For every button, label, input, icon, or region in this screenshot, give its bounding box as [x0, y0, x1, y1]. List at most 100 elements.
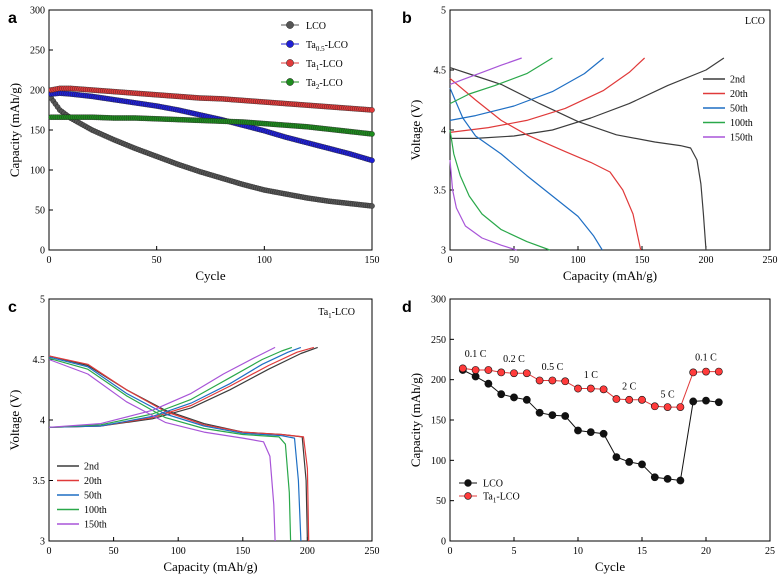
data-point — [689, 397, 698, 406]
data-point — [369, 131, 375, 137]
legend-label-base: Ta — [483, 492, 493, 503]
panel-letter: c — [8, 299, 17, 316]
discharge-curve-2nd — [449, 67, 707, 251]
plot-frame — [449, 298, 771, 542]
legend-label: LCO — [483, 479, 503, 490]
legend-label: 50th — [84, 491, 102, 502]
data-point — [663, 474, 672, 483]
legend-label: 150th — [84, 520, 107, 531]
panel-a: 0 50 100 150 0 50 100 150 200 250 300 Cycle Capacity… — [7, 6, 380, 284]
x-tick-label: 50 — [109, 546, 119, 557]
panel-b: 0 50 100 150 200 250 3 3.5 4 4.5 5 Capacity (mAh/g)… — [402, 6, 778, 284]
panel-title-base: Ta — [318, 307, 328, 318]
rate-annotation: 2 C — [622, 381, 637, 392]
legend-label: 20th — [84, 476, 102, 487]
charge-curve-50th — [48, 346, 302, 428]
y-tick-label: 150 — [30, 126, 45, 137]
panel-c: 0 50 100 150 200 250 3 3.5 4 4.5 5 Capacity (mAh/g)… — [7, 295, 380, 575]
legend-label-subscript: 0.5 — [316, 45, 325, 53]
x-tick-label: 15 — [637, 546, 647, 557]
discharge-curve-150th — [48, 358, 276, 542]
data-point — [586, 428, 595, 436]
legend-marker — [464, 492, 472, 500]
rate-annotation: 0.5 C — [542, 362, 564, 373]
x-tick-label: 25 — [765, 546, 775, 557]
legend-label: 100th — [730, 118, 753, 129]
x-axis-label: Capacity (mAh/g) — [563, 268, 657, 283]
x-tick-label: 150 — [635, 255, 650, 266]
legend-label: 2nd — [84, 462, 99, 473]
data-point — [471, 372, 480, 381]
legend-marker — [286, 59, 294, 67]
data-point — [522, 369, 531, 378]
discharge-curve-50th — [449, 87, 603, 251]
data-point — [369, 157, 375, 164]
legend-label-base: Ta — [306, 59, 316, 70]
data-point — [561, 377, 570, 386]
data-point — [612, 395, 621, 403]
data-point — [638, 395, 646, 404]
x-tick-label: 50 — [152, 255, 162, 266]
legend-label-base: Ta — [306, 40, 316, 51]
data-point — [484, 379, 493, 388]
panel-title-subscript: 1 — [328, 312, 332, 320]
charge-curve-150th — [449, 57, 522, 85]
y-tick-label: 50 — [35, 206, 45, 217]
legend-marker — [464, 479, 472, 487]
legend-label-subscript: 2 — [316, 83, 320, 91]
data-point — [663, 403, 672, 411]
rate-annotation: 0.2 C — [503, 354, 525, 365]
data-point — [535, 408, 544, 417]
rate-annotation: 0.1 C — [695, 352, 717, 363]
x-tick-label: 200 — [699, 255, 714, 266]
discharge-curve-50th — [48, 356, 302, 542]
x-tick-label: 0 — [47, 255, 52, 266]
panel-letter: a — [8, 10, 17, 27]
panel-title-suffix: -LCO — [332, 307, 355, 318]
charge-curve-2nd — [450, 57, 725, 139]
x-tick-label: 150 — [365, 255, 380, 266]
x-tick-label: 100 — [571, 255, 586, 266]
charge-curve-100th — [48, 346, 293, 428]
x-tick-label: 250 — [365, 546, 380, 557]
data-point — [369, 203, 375, 209]
legend-label-suffix: -LCO — [319, 78, 342, 89]
x-tick-label: 10 — [573, 546, 583, 557]
x-tick-label: 150 — [235, 546, 250, 557]
series-LCO — [48, 95, 375, 209]
data-point — [458, 364, 467, 373]
y-tick-label: 250 — [431, 335, 446, 346]
data-point — [471, 366, 480, 374]
discharge-curve-100th — [449, 129, 551, 251]
x-tick-label: 250 — [763, 255, 778, 266]
data-point — [369, 107, 375, 113]
legend: LCO Ta1-LCO — [459, 479, 520, 505]
charge-curve-20th — [449, 57, 646, 133]
y-axis-label: Capacity (mAh/g) — [7, 83, 22, 177]
y-tick-label: 100 — [431, 456, 446, 467]
data-point — [650, 402, 659, 411]
legend-label: 20th — [730, 89, 748, 100]
charge-curve-2nd — [48, 346, 318, 428]
y-tick-label: 4.5 — [434, 66, 447, 77]
y-axis-label: Voltage (V) — [7, 390, 22, 451]
y-axis-label: Capacity (mAh/g) — [408, 373, 423, 467]
data-point — [689, 368, 698, 377]
charge-curve-150th — [48, 346, 276, 428]
x-tick-label: 0 — [448, 255, 453, 266]
legend-label-suffix: -LCO — [319, 59, 342, 70]
y-tick-label: 300 — [431, 295, 446, 306]
data-point — [676, 476, 685, 485]
discharge-curve-20th — [449, 77, 642, 251]
data-point — [574, 426, 582, 435]
legend-marker — [286, 21, 294, 29]
rate-annotation: 1 C — [584, 370, 599, 381]
data-point — [599, 429, 608, 438]
discharge-curve-100th — [48, 357, 292, 542]
data-point — [535, 376, 544, 385]
y-tick-label: 5 — [441, 6, 446, 17]
data-point — [548, 411, 557, 420]
y-tick-label: 3.5 — [434, 186, 447, 197]
y-tick-label: 300 — [30, 6, 45, 17]
